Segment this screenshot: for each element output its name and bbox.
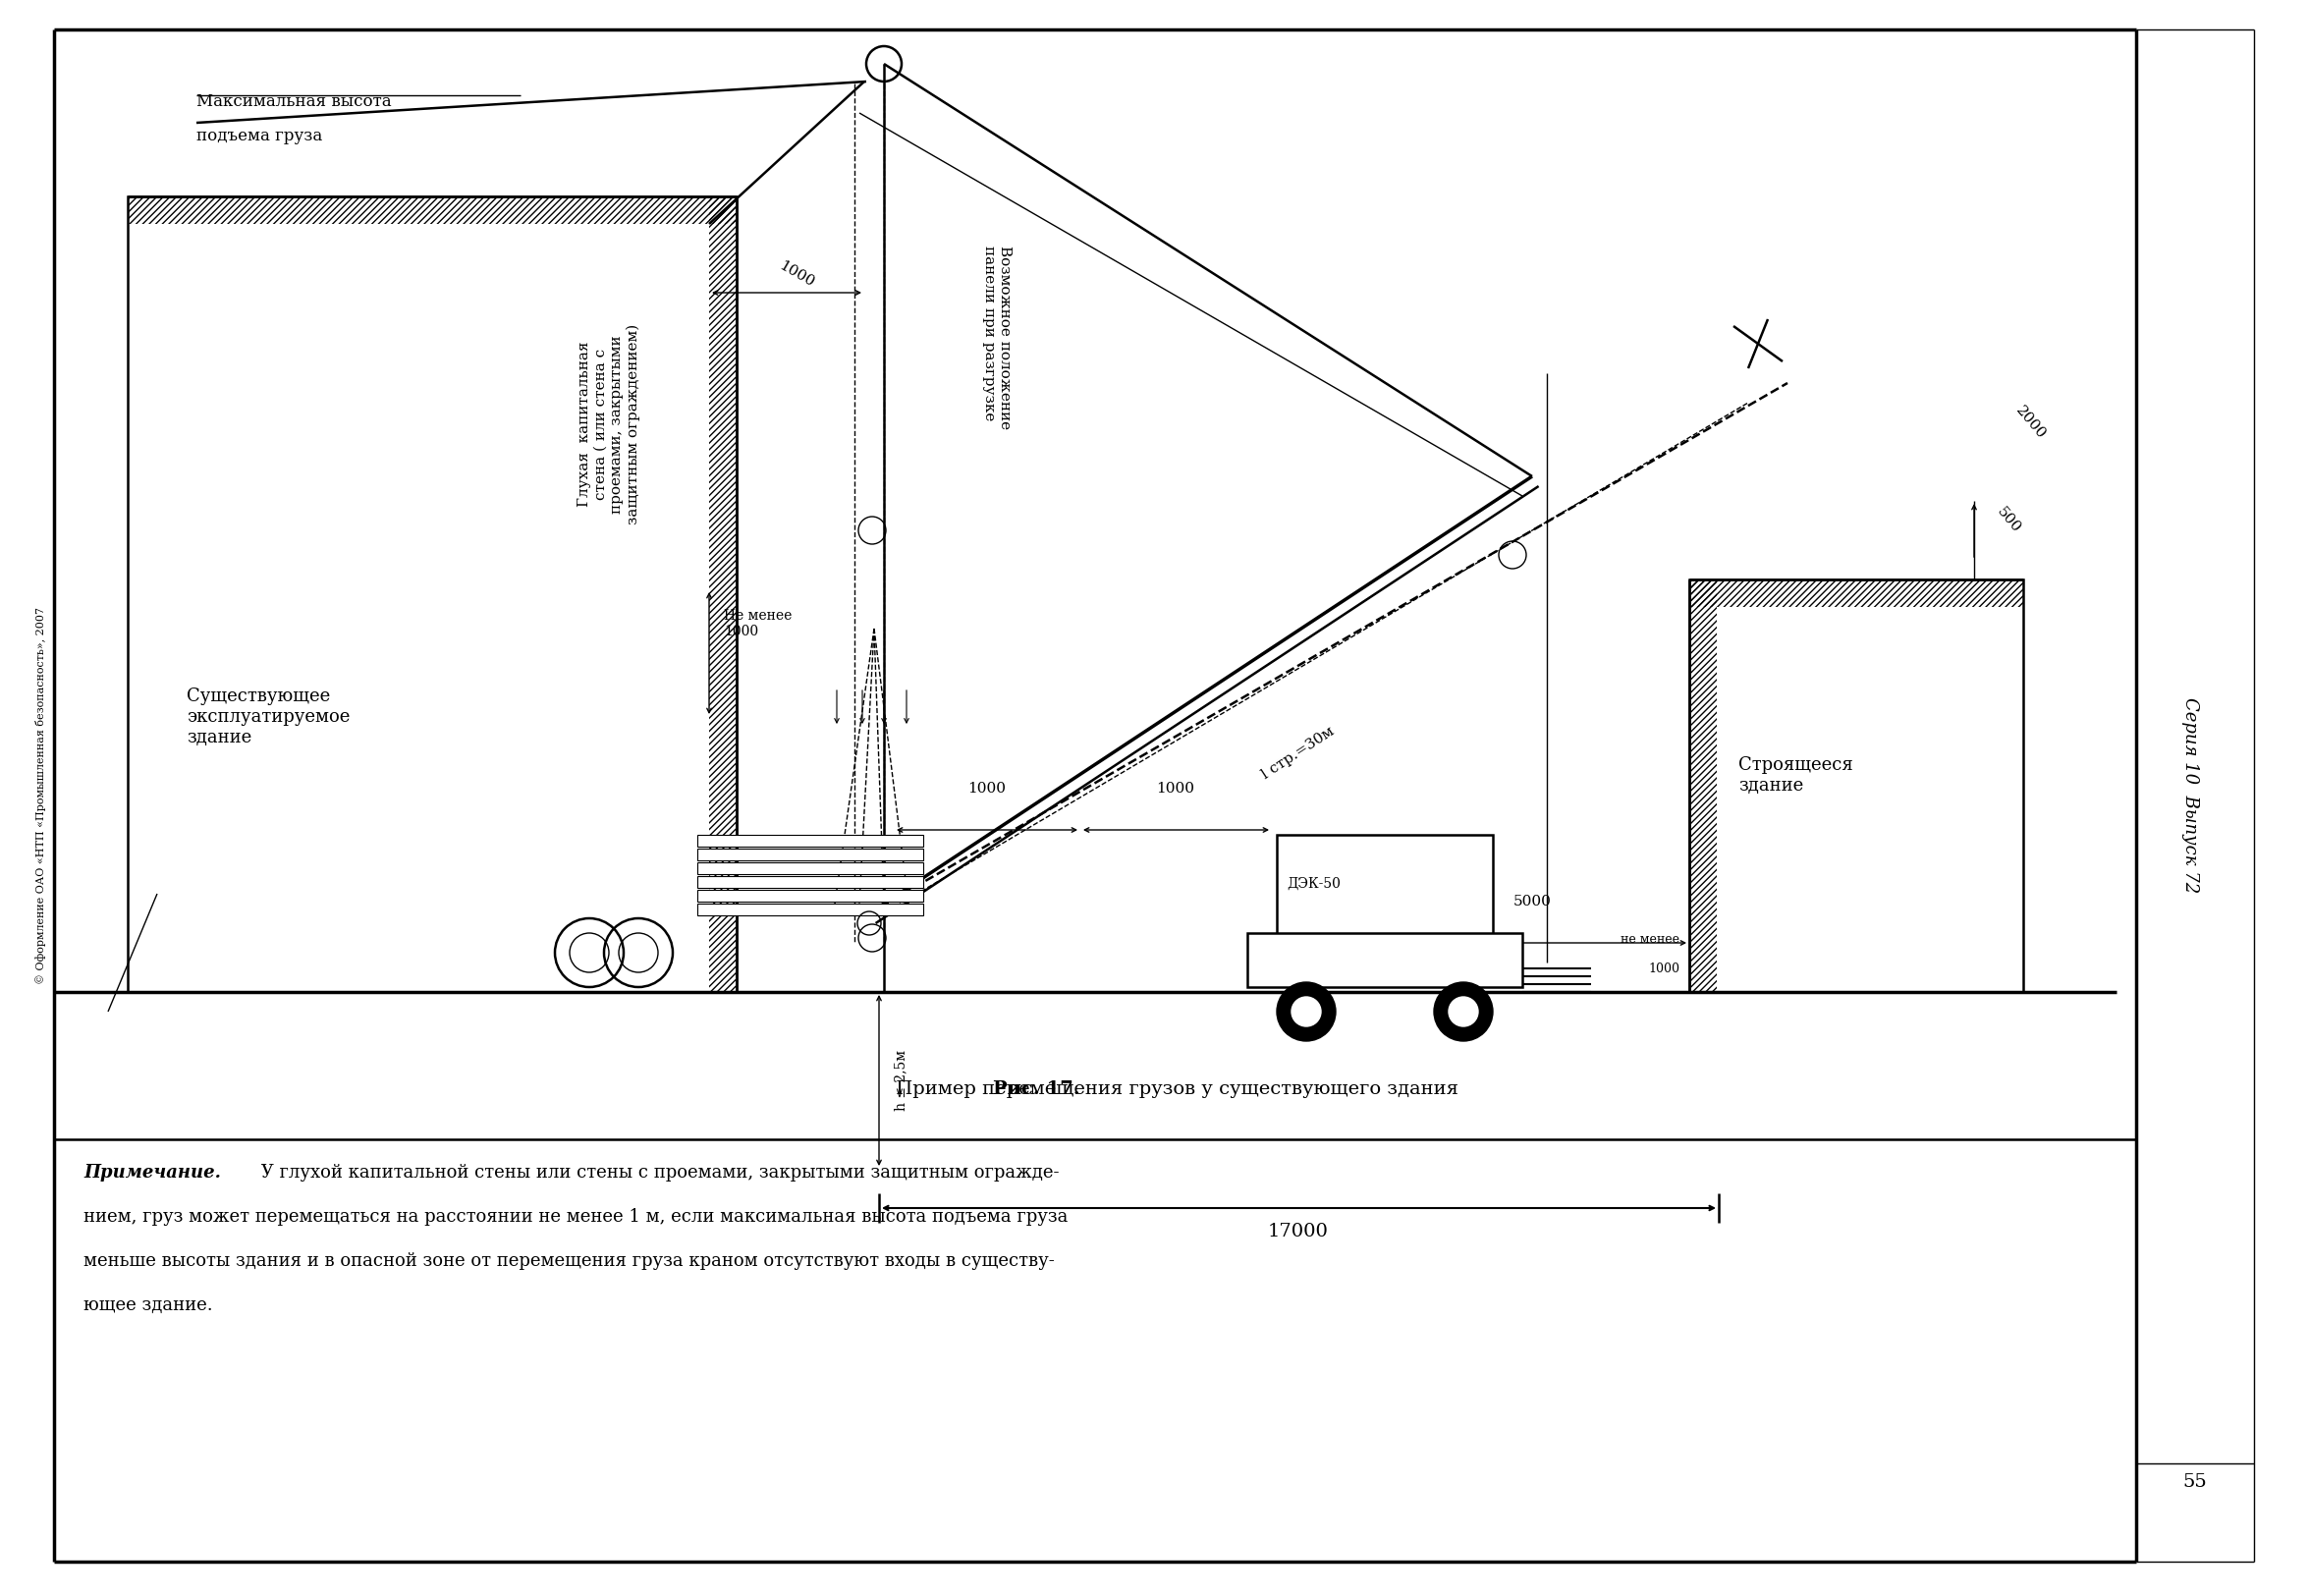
Text: 55: 55 [2182,1473,2207,1491]
Bar [697,891,924,902]
Text: Не менее
1000: Не менее 1000 [723,610,792,638]
Bar [697,876,924,887]
Text: 2000: 2000 [2013,404,2048,442]
Bar [709,196,737,993]
Text: 1000: 1000 [776,259,817,289]
Bar [697,835,924,846]
Text: l стр.=30м: l стр.=30м [1261,725,1337,782]
Text: ющее здание.: ющее здание. [83,1296,212,1314]
Bar [127,196,737,993]
Text: нием, груз может перемещаться на расстоянии не менее 1 м, если максимальная высо: нием, груз может перемещаться на расстоя… [83,1208,1069,1226]
Bar [1247,934,1522,986]
Bar [1690,579,2023,606]
Text: 1000: 1000 [1649,962,1679,975]
Text: подъема груза: подъема груза [196,128,323,144]
Bar [1277,835,1494,982]
Circle shape [1291,998,1321,1026]
Bar [1690,579,2023,993]
Bar [697,862,924,875]
Bar [1690,579,1718,993]
Text: Глухая  капитальная
стена ( или стена с
проемами, закрытыми
защитным ограждением: Глухая капитальная стена ( или стена с п… [577,324,640,525]
Text: Пример перемещения грузов у существующего здания: Пример перемещения грузов у существующег… [889,1080,1457,1098]
Text: не менее: не менее [1621,934,1679,946]
Text: 5000: 5000 [1512,895,1552,908]
Bar [697,849,924,860]
Text: 500: 500 [1993,506,2023,536]
Bar [697,903,924,916]
Text: меньше высоты здания и в опасной зоне от перемещения груза краном отсутствуют вх: меньше высоты здания и в опасной зоне от… [83,1253,1055,1270]
Text: Рис. 17.: Рис. 17. [993,1080,1081,1098]
Circle shape [1434,982,1494,1041]
Text: 1000: 1000 [1157,782,1194,795]
Text: 17000: 17000 [1268,1223,1328,1240]
Text: Строящееся
здание: Строящееся здание [1739,757,1854,795]
Text: Серия 10  Выпуск 72: Серия 10 Выпуск 72 [2182,697,2198,894]
Text: Возможное положение
панели при разгрузке: Возможное положение панели при разгрузке [981,246,1011,429]
Text: У глухой капитальной стены или стены с проемами, закрытыми защитным огражде-: У глухой капитальной стены или стены с п… [256,1163,1060,1181]
Text: ДЭК-50: ДЭК-50 [1286,878,1342,891]
Text: Максимальная высота: Максимальная высота [196,93,393,110]
Text: h ≤ 2,5м: h ≤ 2,5м [894,1050,907,1111]
Text: Примечание.: Примечание. [83,1163,222,1181]
Text: 1000: 1000 [967,782,1007,795]
Bar [127,196,737,223]
Text: © Оформление ОАО «НТП «Промышленная безопасность», 2007: © Оформление ОАО «НТП «Промышленная безо… [37,606,46,985]
Circle shape [1448,998,1478,1026]
Circle shape [1277,982,1335,1041]
Text: Существующее
эксплуатируемое
здание: Существующее эксплуатируемое здание [187,688,351,745]
